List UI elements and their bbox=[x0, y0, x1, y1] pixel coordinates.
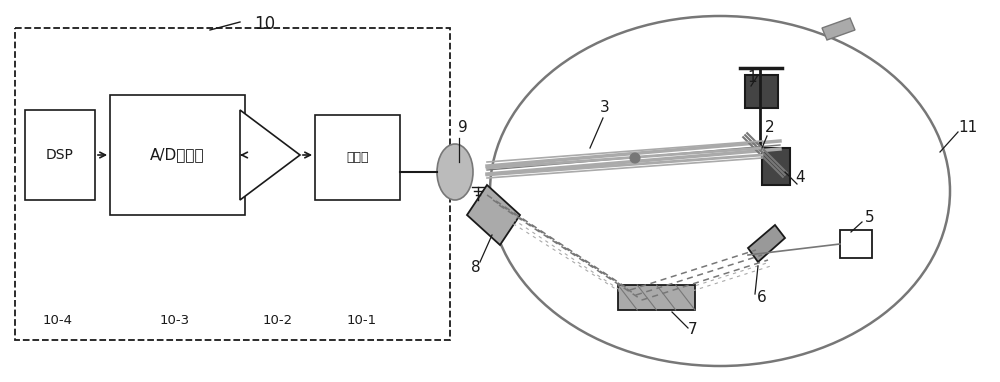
FancyBboxPatch shape bbox=[745, 75, 778, 108]
Text: 11: 11 bbox=[958, 120, 978, 136]
Text: 10: 10 bbox=[254, 15, 276, 33]
Text: 滤波器: 滤波器 bbox=[346, 151, 369, 164]
Polygon shape bbox=[240, 110, 300, 200]
Text: 9: 9 bbox=[458, 120, 468, 136]
FancyBboxPatch shape bbox=[762, 148, 790, 185]
Text: 4: 4 bbox=[795, 170, 805, 186]
Text: A/D转换器: A/D转换器 bbox=[150, 147, 205, 162]
Text: 10-3: 10-3 bbox=[160, 314, 190, 327]
Circle shape bbox=[630, 153, 640, 163]
Ellipse shape bbox=[437, 144, 473, 200]
Polygon shape bbox=[467, 185, 520, 245]
FancyBboxPatch shape bbox=[25, 110, 95, 200]
Text: 7: 7 bbox=[688, 322, 698, 338]
Text: 10-1: 10-1 bbox=[347, 314, 377, 327]
Text: 6: 6 bbox=[757, 290, 767, 306]
Polygon shape bbox=[822, 18, 855, 40]
Polygon shape bbox=[748, 225, 785, 262]
FancyBboxPatch shape bbox=[110, 95, 245, 215]
Text: 1: 1 bbox=[747, 71, 757, 86]
FancyBboxPatch shape bbox=[315, 115, 400, 200]
Text: 10-4: 10-4 bbox=[43, 314, 73, 327]
Text: 8: 8 bbox=[471, 261, 481, 275]
Text: 2: 2 bbox=[765, 120, 775, 136]
Text: 3: 3 bbox=[600, 100, 610, 115]
Text: DSP: DSP bbox=[46, 148, 74, 162]
FancyBboxPatch shape bbox=[618, 285, 695, 310]
Text: 5: 5 bbox=[865, 210, 875, 225]
Text: 10-2: 10-2 bbox=[263, 314, 293, 327]
FancyBboxPatch shape bbox=[840, 230, 872, 258]
